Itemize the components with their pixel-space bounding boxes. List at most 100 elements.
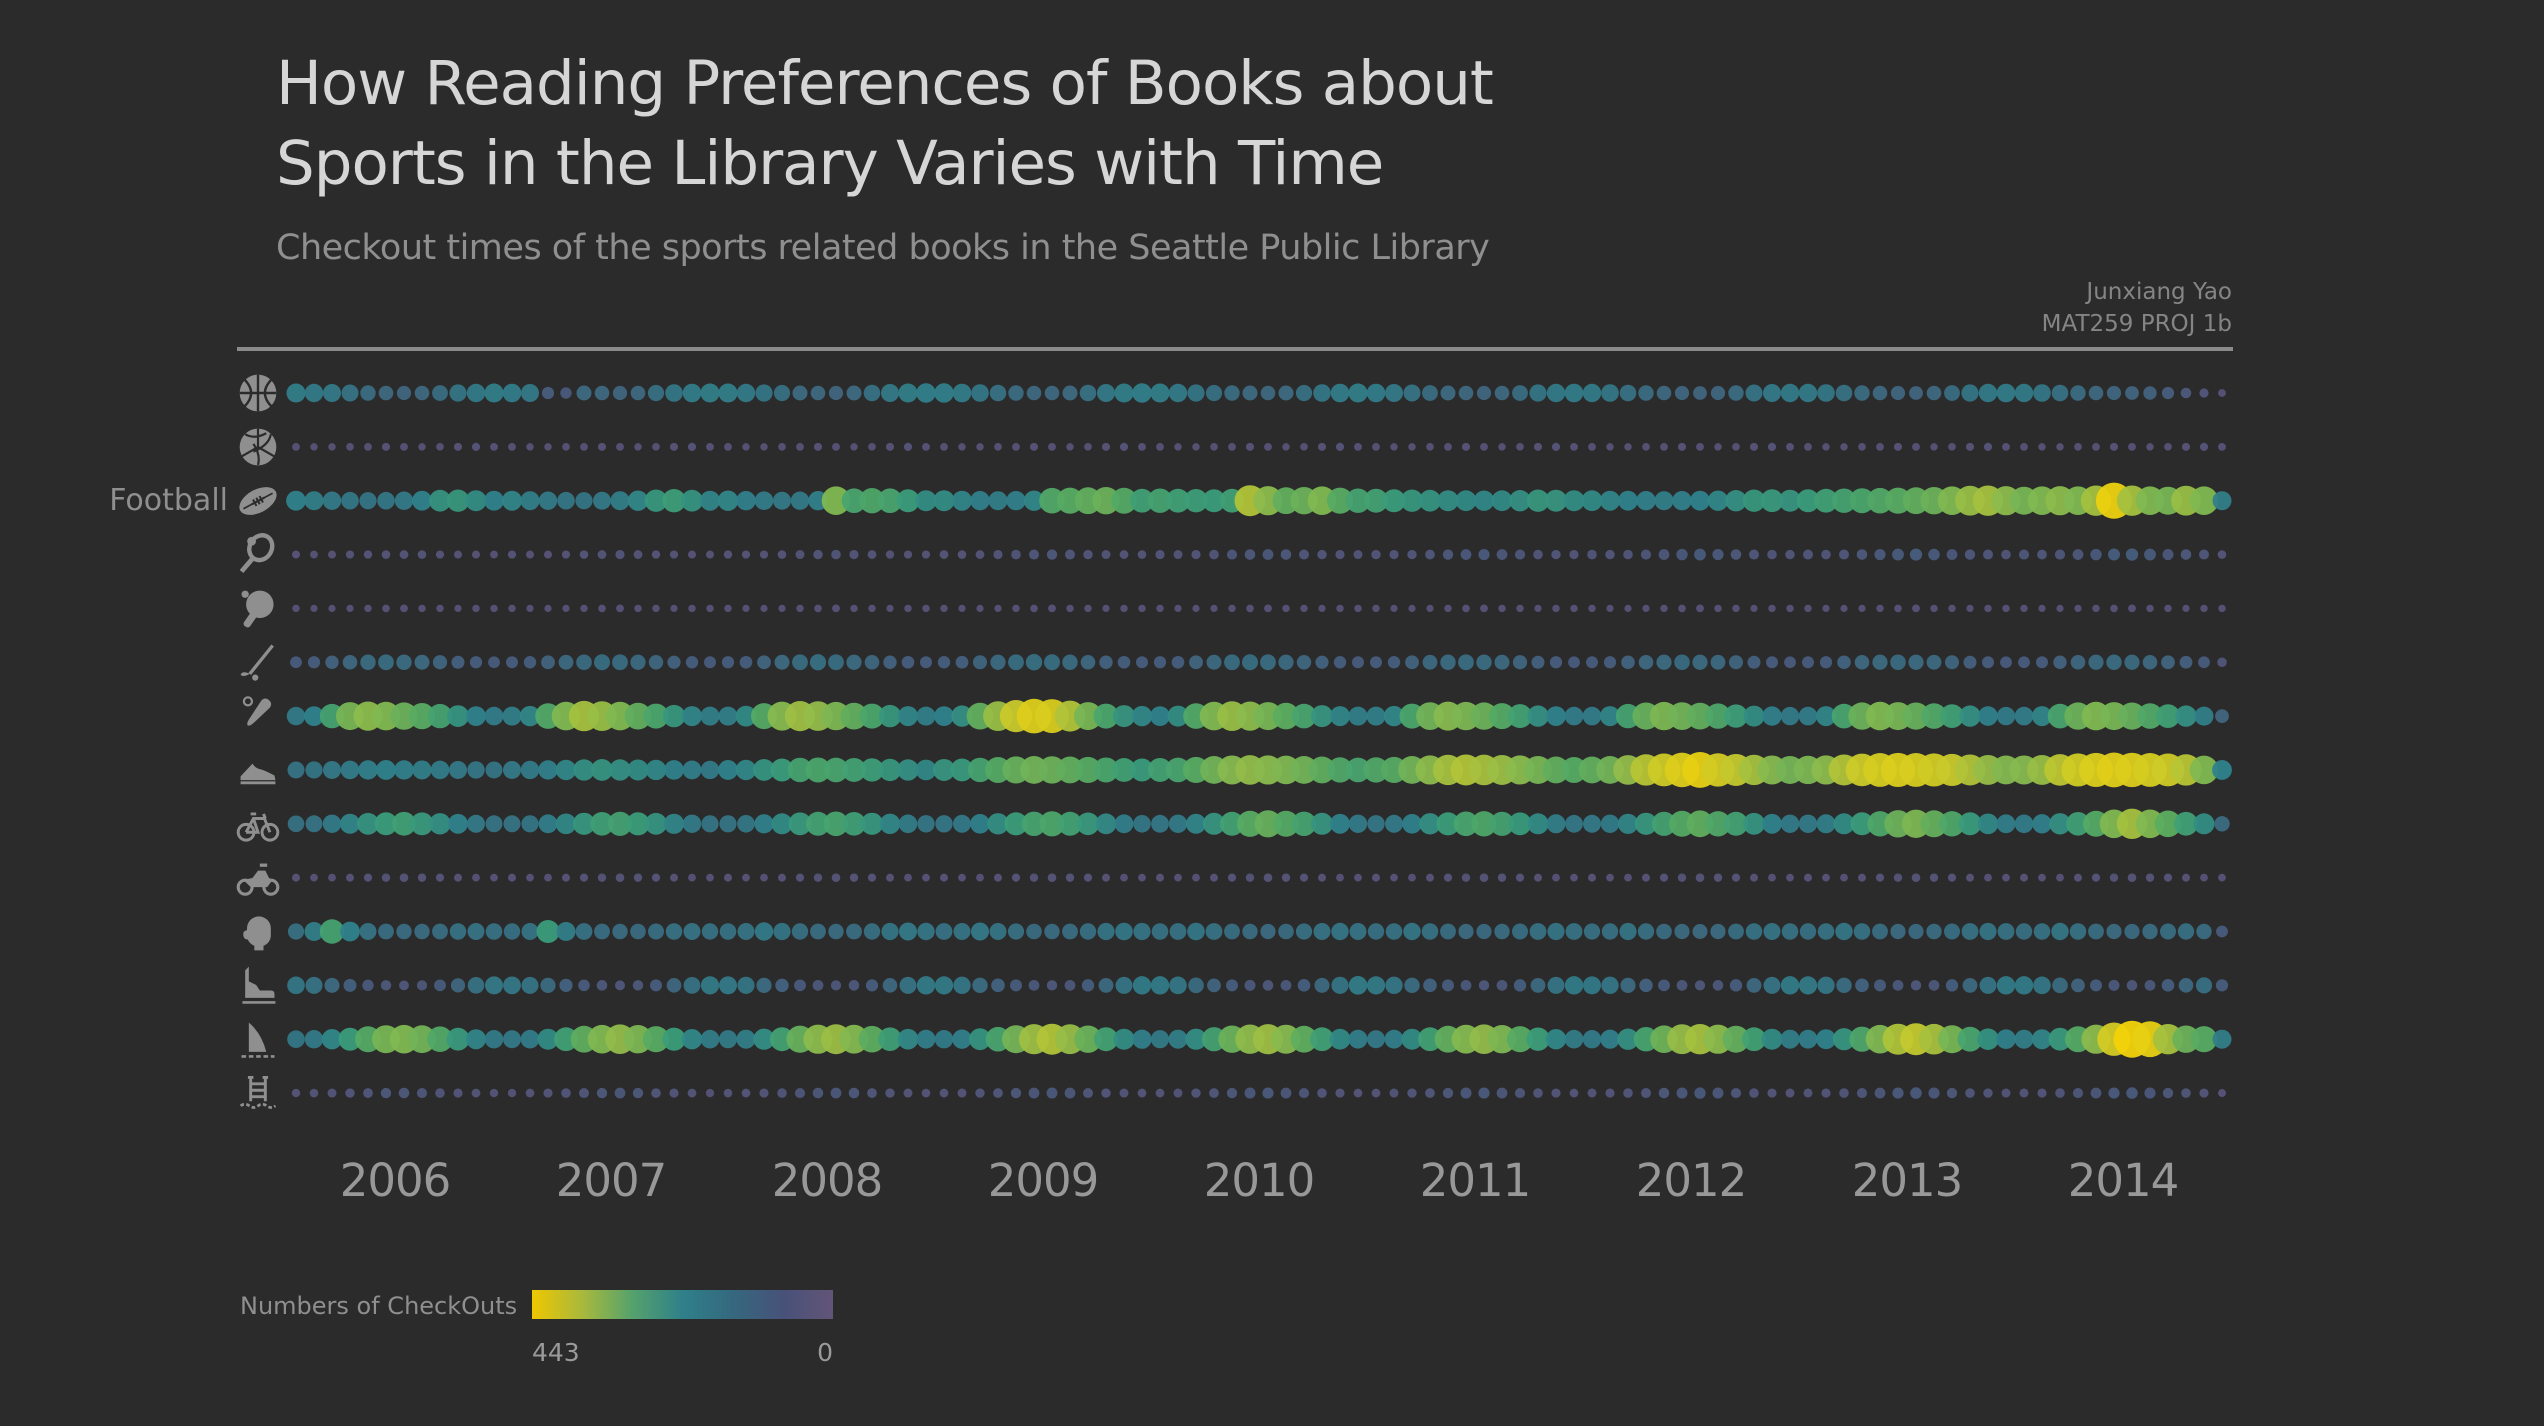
checkout-dot <box>1101 1088 1111 1098</box>
checkout-dot <box>1029 873 1039 882</box>
checkout-dot <box>700 490 720 511</box>
checkout-dot <box>1909 386 1923 400</box>
checkout-dot <box>1617 813 1639 834</box>
checkout-dot <box>915 759 937 781</box>
checkout-dot <box>898 383 918 403</box>
checkout-dot <box>940 604 948 613</box>
checkout-dot <box>1458 654 1474 671</box>
checkout-dot <box>1730 549 1742 560</box>
checkout-dot <box>650 979 662 992</box>
checkout-dot <box>1840 604 1848 613</box>
checkout-dot <box>1779 489 1801 512</box>
checkout-dot <box>328 550 336 559</box>
checkout-dot <box>1534 604 1542 613</box>
checkout-dot <box>796 442 804 451</box>
checkout-dot <box>778 604 786 613</box>
checkout-dot <box>1601 976 1619 995</box>
checkout-dot <box>898 706 918 727</box>
checkout-dot <box>1710 923 1726 940</box>
checkout-dot <box>544 873 552 882</box>
checkout-dot <box>1638 654 1654 670</box>
credit-project: MAT259 PROJ 1b <box>2041 311 2232 337</box>
checkout-dot <box>1678 604 1686 613</box>
checkout-dot <box>1458 385 1474 401</box>
checkout-dot <box>934 383 954 403</box>
checkout-dot <box>1074 702 1102 731</box>
checkout-dot <box>410 812 434 836</box>
checkout-dot <box>1965 1088 1975 1098</box>
checkout-dot <box>1531 655 1545 669</box>
checkout-dot <box>812 979 824 991</box>
checkout-dot <box>1745 384 1763 402</box>
checkout-dot <box>1440 654 1456 670</box>
checkout-dot <box>1642 604 1650 613</box>
checkout-dot <box>1478 1087 1490 1099</box>
checkout-dot <box>2088 385 2104 401</box>
checkout-dot <box>2055 1088 2065 1098</box>
checkout-dot <box>328 873 336 882</box>
checkout-dot <box>881 922 899 941</box>
checkout-dot <box>1317 549 1327 560</box>
checkout-dot <box>1587 549 1597 560</box>
checkout-dot <box>1189 655 1203 670</box>
checkout-dot <box>1731 873 1741 882</box>
checkout-dot <box>1389 549 1399 560</box>
checkout-dot <box>1025 654 1043 671</box>
checkout-dot <box>1476 385 1492 401</box>
checkout-dot <box>921 1088 931 1098</box>
checkout-dot <box>414 923 430 940</box>
checkout-dot <box>1264 604 1272 613</box>
checkout-dot <box>1587 1088 1597 1098</box>
checkout-dot <box>2143 386 2157 400</box>
checkout-dot <box>1948 443 1956 451</box>
checkout-dot <box>1354 604 1362 613</box>
checkout-dot <box>665 384 683 402</box>
checkout-dot <box>1245 873 1255 882</box>
checkout-dot <box>2092 604 2100 613</box>
checkout-dot <box>434 979 446 992</box>
checkout-dot <box>759 550 769 559</box>
legend-max-value: 443 <box>532 1338 580 1367</box>
checkout-dot <box>630 385 646 401</box>
checkout-dot <box>1102 873 1110 882</box>
checkout-dot <box>1273 810 1299 837</box>
checkout-dot <box>485 976 503 995</box>
checkout-dot <box>1570 442 1578 451</box>
checkout-dot <box>1364 488 1388 513</box>
checkout-dot <box>1461 873 1471 882</box>
checkout-dot <box>1367 815 1385 833</box>
checkout-dot <box>1856 549 1868 560</box>
checkout-dot <box>1890 923 1906 940</box>
checkout-dot <box>1641 1088 1651 1099</box>
checkout-dot <box>1282 443 1290 451</box>
checkout-dot <box>2128 442 2136 451</box>
checkout-dot <box>2199 549 2209 560</box>
checkout-dot <box>1066 604 1074 613</box>
checkout-dot <box>338 1027 362 1051</box>
checkout-dot <box>2038 604 2046 613</box>
checkout-dot <box>399 980 409 991</box>
checkout-dot <box>859 488 885 514</box>
checkout-dot <box>2092 442 2100 451</box>
checkout-dot <box>2002 442 2010 451</box>
checkout-dot <box>1928 548 1940 561</box>
checkout-dot <box>597 550 607 559</box>
checkout-dot <box>700 760 720 780</box>
checkout-dot <box>681 1029 703 1050</box>
checkout-dot <box>1624 873 1632 882</box>
checkout-dot <box>737 815 755 833</box>
checkout-dot <box>1785 1088 1795 1098</box>
checkout-dot <box>1372 442 1380 451</box>
checkout-dot <box>1209 549 1219 560</box>
checkout-dot <box>1654 491 1674 511</box>
checkout-dot <box>1281 873 1291 882</box>
checkout-dot <box>741 550 751 559</box>
checkout-dot <box>795 550 805 560</box>
checkout-dot <box>1102 604 1110 613</box>
checkout-dot <box>1228 604 1236 613</box>
checkout-dot <box>609 759 631 781</box>
checkout-dot <box>2160 923 2176 940</box>
checkout-dot <box>917 922 935 941</box>
checkout-dot <box>1874 979 1886 992</box>
checkout-dot <box>842 812 866 836</box>
